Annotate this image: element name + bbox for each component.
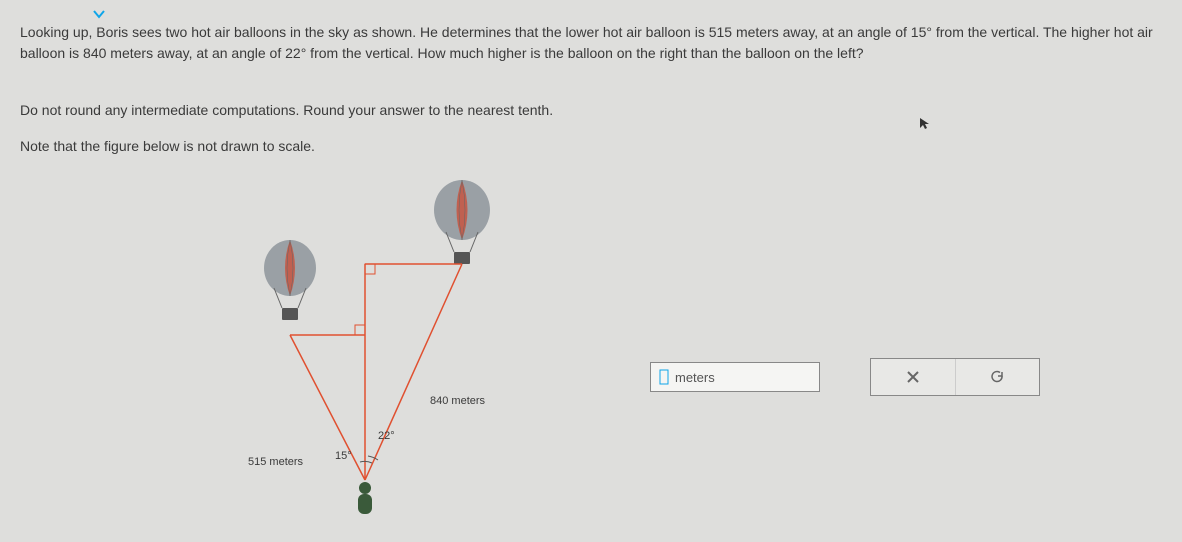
note-text: Note that the figure below is not drawn … <box>20 138 315 154</box>
triangle-lines <box>200 180 600 520</box>
x-icon <box>906 370 920 384</box>
cursor-indicator <box>920 118 930 133</box>
button-group <box>870 358 1040 396</box>
balloon-diagram: 515 meters 840 meters 15° 22° <box>200 180 600 520</box>
clear-button[interactable] <box>871 359 956 395</box>
answer-unit: meters <box>675 370 715 385</box>
answer-input[interactable]: meters <box>650 362 820 392</box>
reset-button[interactable] <box>956 359 1040 395</box>
instruction-text: Do not round any intermediate computatio… <box>20 102 553 118</box>
distance1-label: 515 meters <box>248 456 303 468</box>
angle1-label: 15° <box>335 450 352 462</box>
distance2-label: 840 meters <box>430 395 485 407</box>
question-text: Looking up, Boris sees two hot air ballo… <box>20 22 1172 64</box>
angle2-label: 22° <box>378 430 395 442</box>
reset-icon <box>989 369 1005 385</box>
